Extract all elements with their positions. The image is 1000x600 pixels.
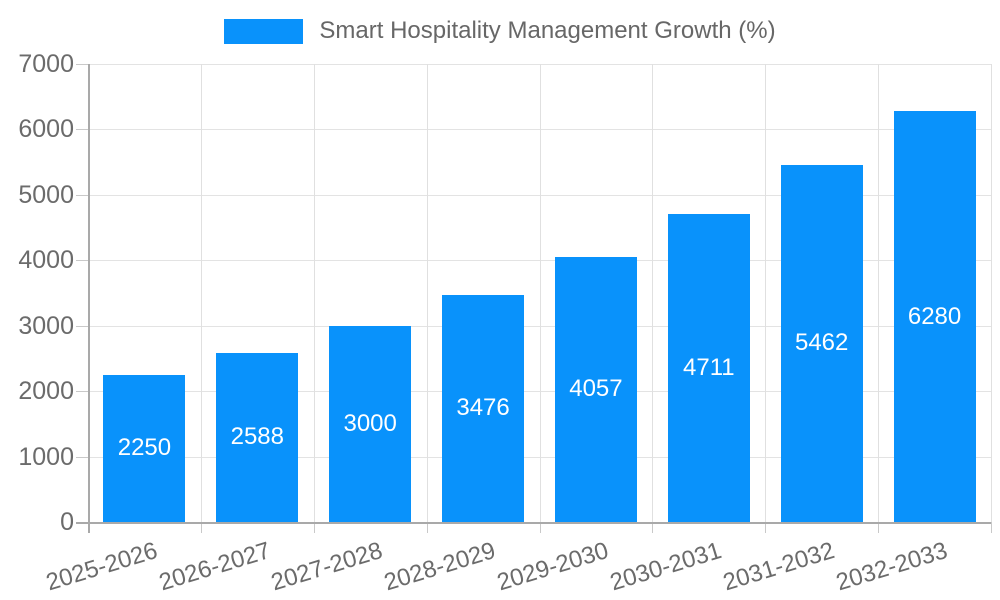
x-axis-label: 2032-2033 [832, 537, 951, 597]
bar-value-label: 2250 [117, 434, 172, 462]
y-axis-label: 3000 [18, 311, 74, 340]
bar [780, 164, 863, 522]
bar-value-label: 2588 [230, 423, 284, 451]
bar-value-label: 4057 [569, 375, 623, 403]
x-gridline [765, 64, 767, 522]
x-axis-tick [313, 522, 315, 533]
x-axis-label: 2026-2027 [155, 537, 274, 597]
x-gridline [313, 64, 315, 522]
bar [216, 352, 299, 522]
bar [893, 111, 976, 522]
bar [442, 294, 525, 522]
x-gridline [878, 64, 880, 522]
bar-value-label: 3000 [343, 409, 397, 437]
x-axis-line [76, 522, 991, 524]
x-gridline [652, 64, 654, 522]
y-axis-tick [76, 391, 88, 393]
bar [103, 374, 186, 522]
y-axis-line [88, 64, 90, 533]
x-axis-tick [200, 522, 202, 533]
y-axis-tick [76, 325, 88, 327]
y-axis-tick [76, 194, 88, 196]
y-axis-label: 0 [60, 508, 74, 536]
y-axis-label: 7000 [18, 50, 74, 78]
bar-value-label: 3476 [456, 394, 510, 422]
x-gridline [991, 64, 992, 522]
bar [554, 256, 637, 522]
x-axis-tick [878, 522, 880, 533]
y-axis-tick [76, 64, 88, 65]
y-axis-tick [76, 129, 88, 131]
x-axis-label: 2030-2031 [607, 537, 725, 597]
chart-legend: Smart Hospitality Management Growth (%) [0, 17, 1000, 45]
y-axis-tick [76, 260, 88, 262]
x-axis-label: 2031-2032 [719, 537, 838, 597]
legend-color-swatch [224, 18, 304, 44]
x-axis-tick [426, 522, 428, 533]
y-axis-label: 5000 [18, 180, 74, 209]
x-axis-label: 2028-2029 [381, 537, 499, 597]
x-axis-tick [539, 522, 541, 533]
bar-value-label: 6280 [907, 302, 962, 330]
x-gridline [426, 64, 428, 522]
y-axis-label: 1000 [18, 442, 74, 471]
x-axis-label: 2025-2026 [42, 537, 161, 597]
bar-value-label: 4711 [683, 353, 735, 381]
y-axis-label: 6000 [18, 115, 74, 144]
x-axis-label: 2029-2030 [494, 537, 612, 597]
bar-value-label: 5462 [794, 329, 849, 357]
x-axis-label: 2027-2028 [268, 537, 387, 597]
bar [667, 213, 750, 522]
x-axis-tick [765, 522, 767, 533]
x-gridline [200, 64, 202, 522]
y-axis-label: 2000 [18, 377, 74, 406]
x-axis-tick [991, 522, 992, 533]
bar [329, 325, 412, 522]
chart-title: Smart Hospitality Management Growth (%) [319, 17, 776, 44]
y-axis-label: 4000 [18, 246, 74, 275]
y-axis-tick [76, 456, 88, 458]
x-axis-tick [652, 522, 654, 533]
x-gridline [539, 64, 541, 522]
